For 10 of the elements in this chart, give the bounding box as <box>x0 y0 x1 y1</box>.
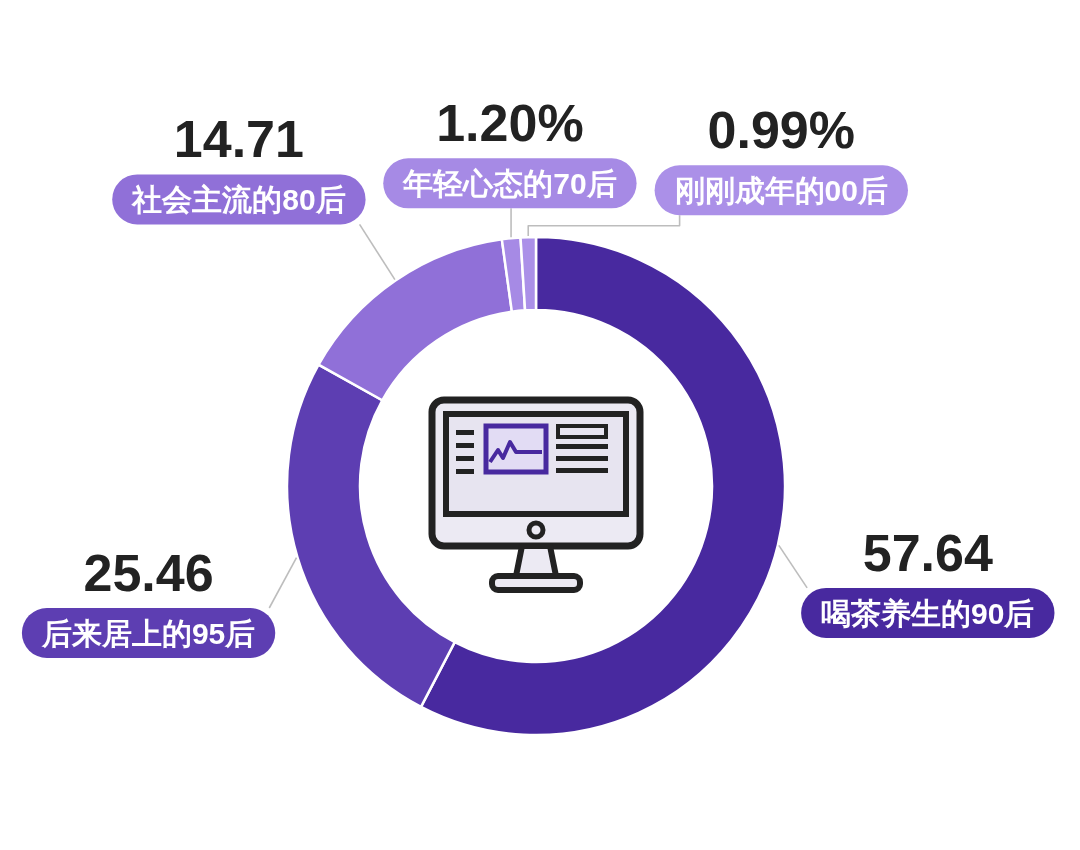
data-label: 14.71 <box>173 110 304 169</box>
slice-label: 年轻心态的70后 <box>402 167 617 201</box>
slice-label: 喝茶养生的90后 <box>821 596 1035 630</box>
data-label: 57.64 <box>862 523 993 582</box>
slice-label: 社会主流的80后 <box>131 183 346 217</box>
data-label: 25.46 <box>83 543 214 602</box>
data-label: 1.20% <box>436 94 584 153</box>
data-label: 0.99% <box>707 100 856 159</box>
slice-label: 后来居上的95后 <box>40 616 256 650</box>
slice-label: 刚刚成年的00后 <box>674 174 888 208</box>
